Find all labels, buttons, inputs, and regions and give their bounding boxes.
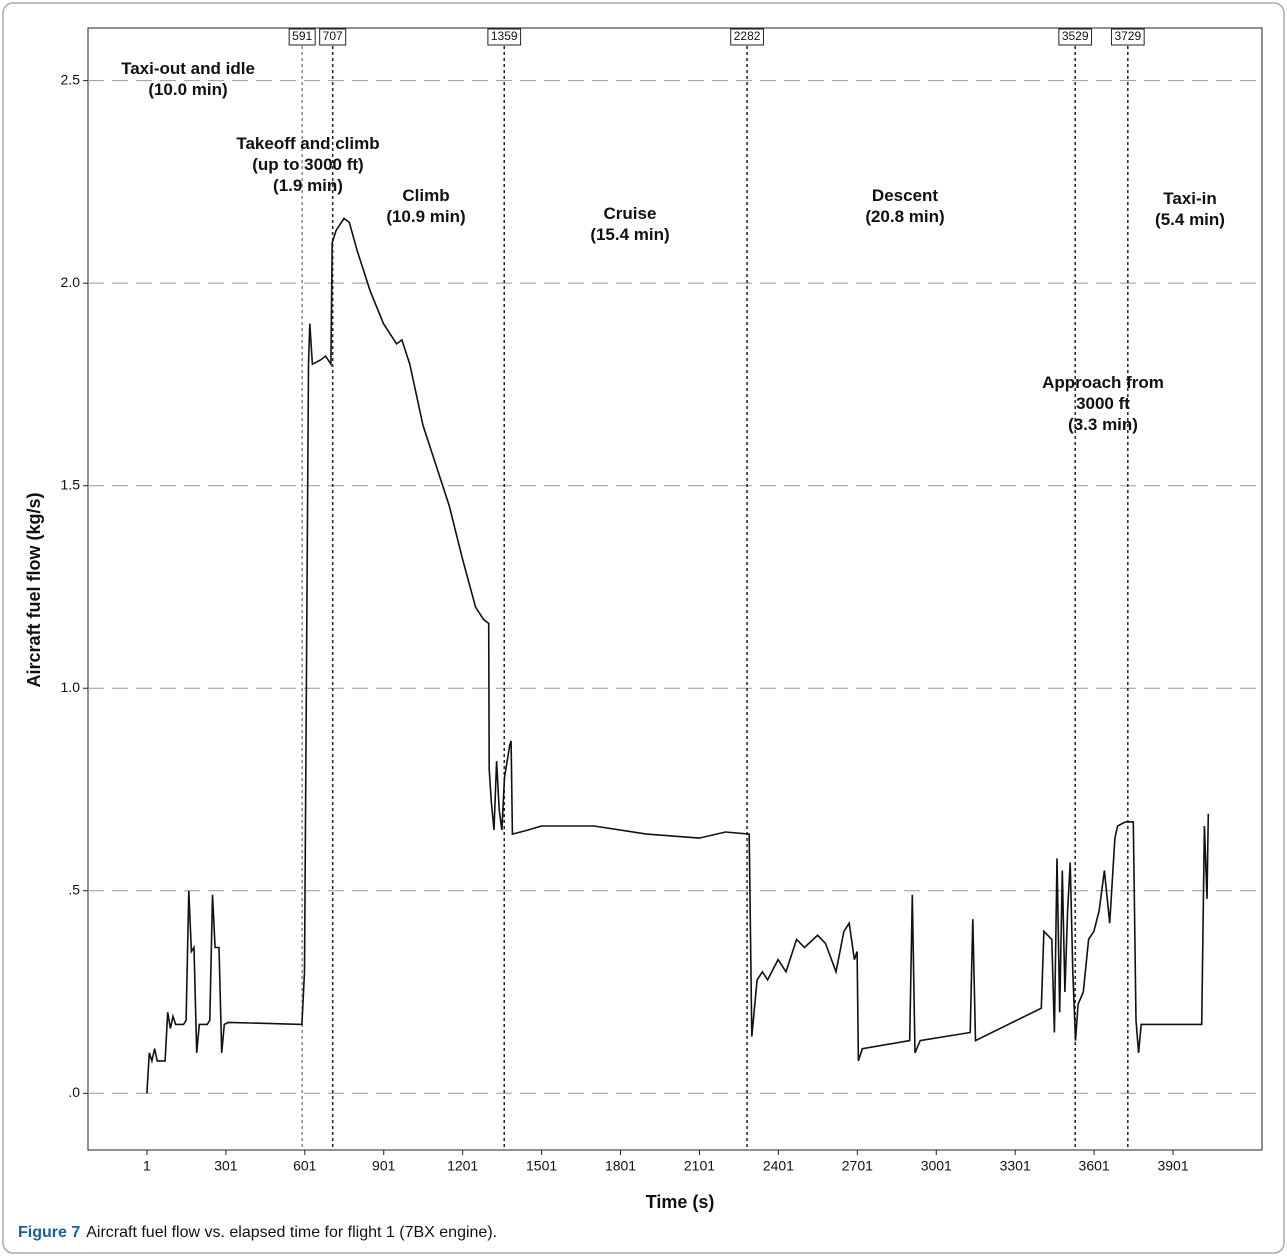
phase-annotation: (3.3 min) <box>1068 415 1138 434</box>
caption: Figure 7 Aircraft fuel flow vs. elapsed t… <box>18 1224 497 1241</box>
phase-annotation: (20.8 min) <box>865 207 944 226</box>
phase-label: 2282 <box>734 29 761 43</box>
y-tick-label: 1.0 <box>61 679 81 695</box>
x-tick-label: 1501 <box>526 1158 557 1174</box>
phase-label-box <box>1058 28 1093 46</box>
phase-annotation: Descent <box>872 186 938 205</box>
x-tick-label: 3301 <box>1000 1158 1031 1174</box>
phase-label-box <box>288 28 316 46</box>
x-tick-label: 2101 <box>684 1158 715 1174</box>
phase-annotation: Cruise <box>604 204 657 223</box>
phase-annotation: (10.0 min) <box>148 80 227 99</box>
x-tick-label: 301 <box>214 1158 238 1174</box>
x-tick-label: 1 <box>143 1158 151 1174</box>
phase-label-box <box>319 28 347 46</box>
phase-label: 3729 <box>1114 29 1141 43</box>
x-axis-title: Time (s) <box>646 1192 715 1212</box>
y-tick-label: .5 <box>68 881 80 897</box>
x-tick-label: 1801 <box>605 1158 636 1174</box>
phase-annotation: (1.9 min) <box>273 176 343 195</box>
caption-label: Figure 7 <box>18 1224 80 1241</box>
phase-annotation: (15.4 min) <box>590 225 669 244</box>
x-tick-label: 2401 <box>763 1158 794 1174</box>
phase-label: 591 <box>292 29 312 43</box>
plot-border <box>87 27 1263 1151</box>
phase-annotation: 3000 ft <box>1076 394 1130 413</box>
y-tick-label: 1.5 <box>61 476 81 492</box>
phase-annotation: Takeoff and climb <box>236 134 379 153</box>
phase-label: 3529 <box>1062 29 1089 43</box>
y-tick-label: .0 <box>68 1084 80 1100</box>
fuel-flow-line <box>146 217 1210 1094</box>
phase-annotation: (5.4 min) <box>1155 210 1225 229</box>
y-tick-label: 2.0 <box>61 274 81 290</box>
x-tick-label: 3001 <box>921 1158 952 1174</box>
y-tick-label: 2.5 <box>61 71 81 87</box>
x-tick-label: 2701 <box>842 1158 873 1174</box>
phase-label-box <box>730 28 764 46</box>
x-tick-label: 601 <box>293 1158 317 1174</box>
caption-text: Aircraft fuel flow vs. elapsed time for … <box>86 1224 497 1241</box>
x-tick-label: 3601 <box>1079 1158 1110 1174</box>
x-tick-label: 901 <box>372 1158 396 1174</box>
phase-annotation: Taxi-in <box>1163 189 1217 208</box>
phase-annotation: Approach from <box>1042 373 1164 392</box>
phase-annotation: Climb <box>402 186 449 205</box>
phase-label: 1359 <box>491 29 518 43</box>
phase-annotation: (up to 3000 ft) <box>252 155 363 174</box>
phase-annotation: (10.9 min) <box>386 207 465 226</box>
x-tick-label: 1201 <box>447 1158 478 1174</box>
y-axis-title: Aircraft fuel flow (kg/s) <box>24 492 44 687</box>
phase-annotation: Taxi-out and idle <box>121 59 255 78</box>
phase-label-box <box>1110 28 1145 46</box>
phase-label-box <box>487 28 522 46</box>
x-tick-label: 3901 <box>1157 1158 1188 1174</box>
phase-label: 707 <box>323 29 343 43</box>
